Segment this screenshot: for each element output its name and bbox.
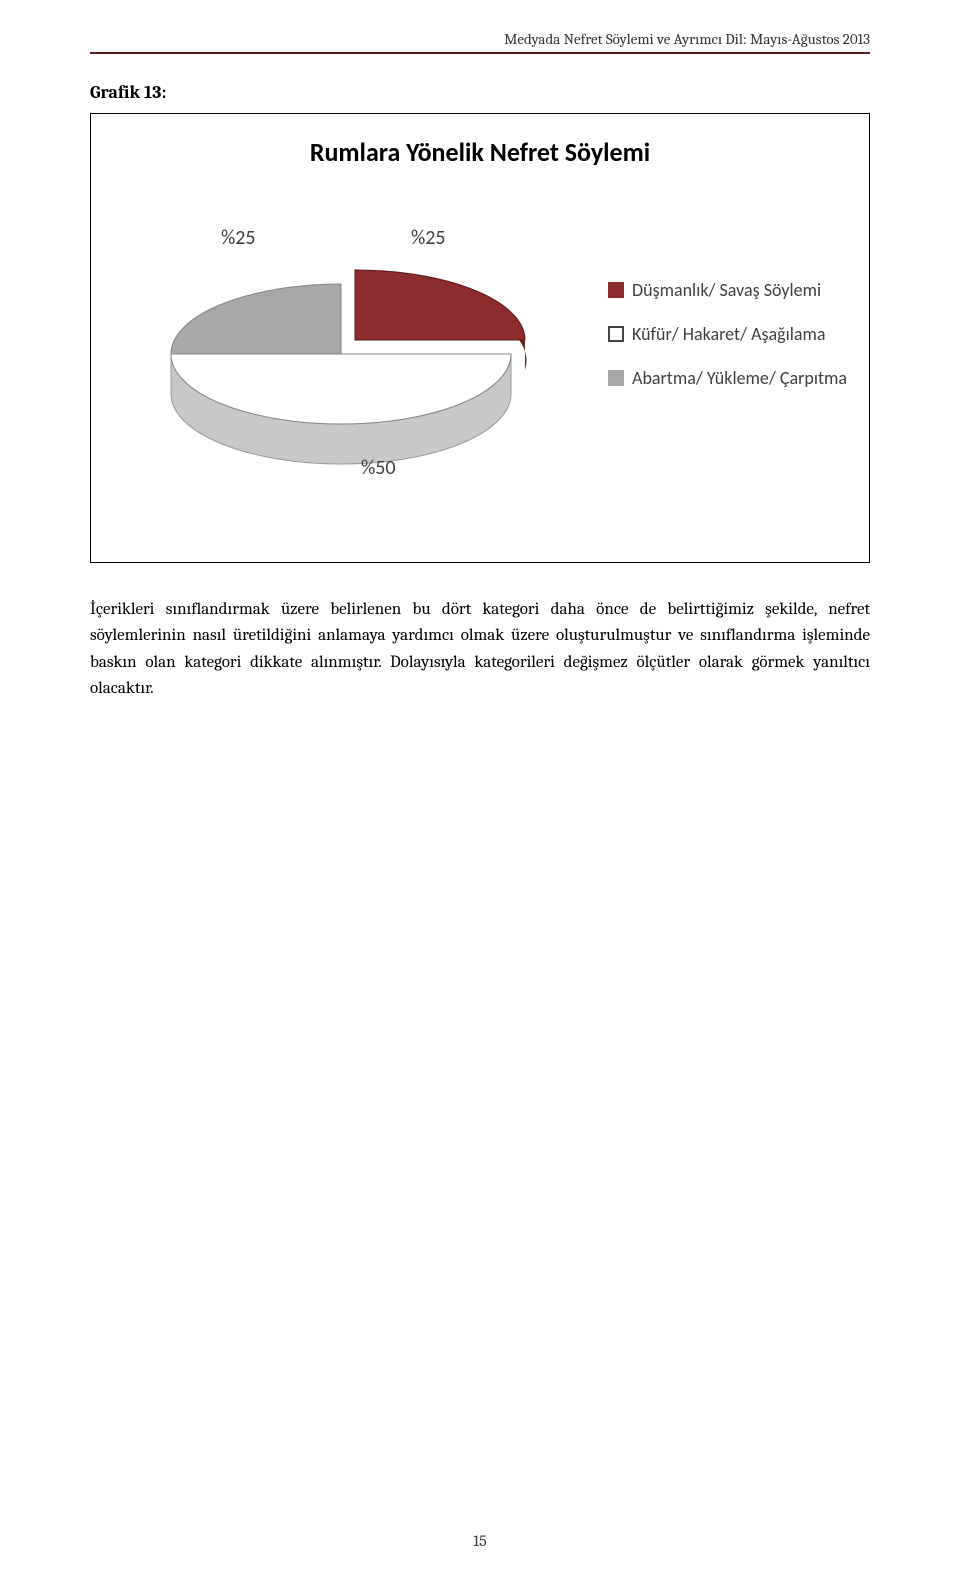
legend-swatch-2 — [608, 370, 624, 386]
legend-swatch-1 — [608, 326, 624, 342]
body-paragraph: İçerikleri sınıflandırmak üzere belirlen… — [90, 597, 870, 702]
pie-slice-gray — [171, 284, 341, 354]
chart-legend: Düşmanlık/ Savaş Söylemi Küfür/ Hakaret/… — [608, 279, 847, 411]
page-number: 15 — [0, 1532, 960, 1550]
legend-label-0: Düşmanlık/ Savaş Söylemi — [632, 279, 821, 301]
legend-swatch-0 — [608, 282, 624, 298]
legend-item-0: Düşmanlık/ Savaş Söylemi — [608, 279, 847, 301]
legend-item-1: Küfür/ Hakaret/ Aşağılama — [608, 323, 847, 345]
legend-label-2: Abartma/ Yükleme/ Çarpıtma — [632, 367, 847, 389]
chart-title: Rumlara Yönelik Nefret Söylemi — [91, 136, 869, 168]
pie-chart-container: Rumlara Yönelik Nefret Söylemi — [90, 113, 870, 563]
section-label: Grafik 13: — [90, 82, 870, 103]
page: Medyada Nefret Söylemi ve Ayrımcı Dil: M… — [0, 0, 960, 1588]
pie-slice-red — [355, 270, 525, 340]
page-header: Medyada Nefret Söylemi ve Ayrımcı Dil: M… — [90, 30, 870, 54]
pct-label-gray: %25 — [221, 226, 256, 250]
legend-label-1: Küfür/ Hakaret/ Aşağılama — [632, 323, 826, 345]
pie-chart: %25 %25 %50 — [151, 224, 531, 544]
pie-svg — [151, 224, 531, 544]
pct-label-white: %50 — [361, 456, 396, 480]
pct-label-red: %25 — [411, 226, 446, 250]
legend-item-2: Abartma/ Yükleme/ Çarpıtma — [608, 367, 847, 389]
